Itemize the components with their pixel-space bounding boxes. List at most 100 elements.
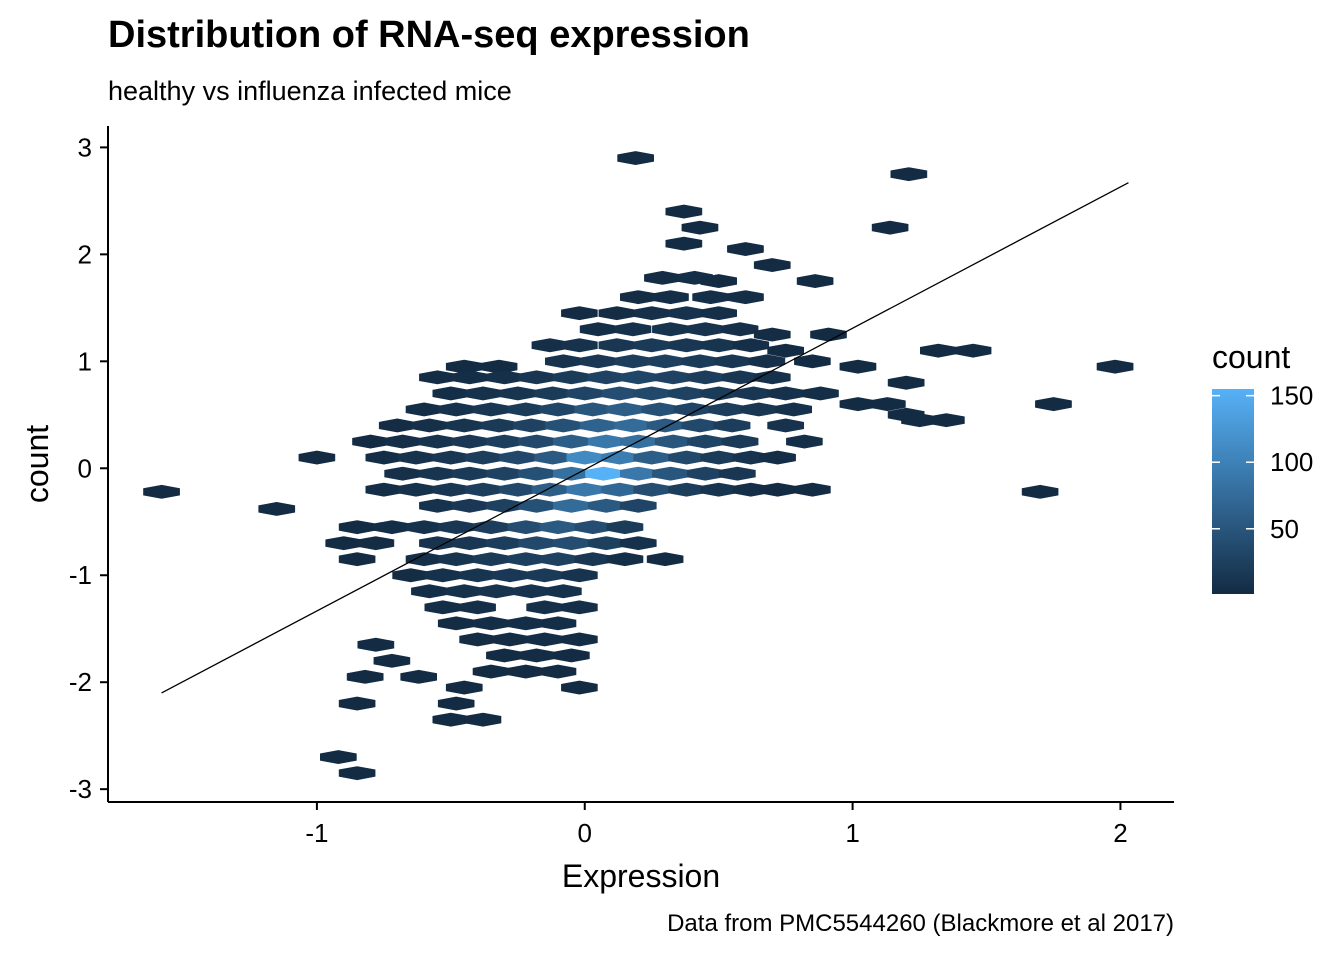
hex-bin xyxy=(606,520,644,535)
hex-bin xyxy=(753,327,791,342)
hex-bin xyxy=(700,306,738,321)
hex-bin xyxy=(601,386,638,401)
hex-bin xyxy=(491,568,529,583)
hex-bin xyxy=(352,434,389,449)
hex-bin xyxy=(727,290,764,305)
x-tick-label: 2 xyxy=(1113,818,1127,848)
hex-bin xyxy=(486,536,523,551)
hex-bin xyxy=(437,552,475,567)
y-axis-label: count xyxy=(19,425,55,503)
hex-bin xyxy=(552,648,590,663)
hex-bin xyxy=(700,482,738,497)
hex-bin xyxy=(767,386,805,401)
hex-bin xyxy=(512,584,550,599)
x-tick-label: -1 xyxy=(305,818,328,848)
hex-bin xyxy=(480,359,518,374)
y-tick-label: -2 xyxy=(69,667,92,697)
hex-bin xyxy=(338,520,376,535)
hex-bin xyxy=(574,402,612,417)
hex-bin xyxy=(437,696,475,711)
hex-bin xyxy=(686,370,724,385)
hex-bin xyxy=(617,151,655,166)
hex-bin xyxy=(641,402,679,417)
hex-bin xyxy=(424,600,462,615)
hex-bin xyxy=(614,418,652,433)
hex-bin xyxy=(451,536,488,551)
axes: -1 0 1 2 -3 -2 -1 0 1 2 3 xyxy=(69,126,1174,848)
hex-bin xyxy=(411,418,448,433)
hex-bin xyxy=(384,466,421,481)
hex-bin xyxy=(614,322,652,337)
hex-bin xyxy=(451,370,488,385)
hex-bin xyxy=(526,632,563,647)
hex-bin xyxy=(552,498,590,513)
hex-bin xyxy=(794,354,831,369)
hex-bin xyxy=(721,322,759,337)
hex-bin xyxy=(759,482,796,497)
hex-bin xyxy=(143,484,180,499)
hex-bin xyxy=(319,750,357,765)
hex-bin xyxy=(619,370,657,385)
hex-bin xyxy=(767,343,805,358)
hex-bin xyxy=(732,338,770,353)
hex-bin xyxy=(477,584,515,599)
hex-bin xyxy=(587,536,625,551)
hex-bin xyxy=(713,354,751,369)
hex-bin xyxy=(1035,397,1072,412)
hex-bin xyxy=(686,322,724,337)
hex-bin xyxy=(552,466,590,481)
hex-bin xyxy=(365,450,403,465)
hex-bin xyxy=(606,552,644,567)
hex-layer xyxy=(143,151,1134,781)
legend: count 50 100 150 xyxy=(1212,339,1313,594)
hex-bin xyxy=(298,450,336,465)
hex-bin xyxy=(518,370,555,385)
hex-bin xyxy=(668,306,705,321)
hex-bin xyxy=(759,450,796,465)
hex-bin xyxy=(633,450,671,465)
hex-bin xyxy=(419,370,456,385)
hex-bin xyxy=(614,354,652,369)
hex-bin xyxy=(869,397,906,412)
hex-bin xyxy=(561,632,598,647)
hex-bin xyxy=(464,482,502,497)
hex-bin xyxy=(646,552,684,567)
hex-bin xyxy=(432,450,470,465)
hex-bin xyxy=(839,359,877,374)
y-tick-label: 0 xyxy=(78,453,92,483)
hex-bin xyxy=(700,274,738,289)
hex-bin xyxy=(713,418,751,433)
hex-bin xyxy=(518,434,555,449)
hex-bin xyxy=(472,402,510,417)
hex-bin xyxy=(646,354,684,369)
hex-bin xyxy=(796,274,834,289)
legend-title: count xyxy=(1212,339,1290,375)
hex-bin xyxy=(652,322,689,337)
hex-bin xyxy=(526,568,563,583)
hex-bin xyxy=(432,386,470,401)
y-tick-label: -3 xyxy=(69,774,92,804)
hex-bin xyxy=(802,386,839,401)
hex-bin xyxy=(499,482,537,497)
hex-bin xyxy=(544,354,582,369)
chart-caption: Data from PMC5544260 (Blackmore et al 20… xyxy=(667,910,1174,937)
hex-bin xyxy=(673,402,711,417)
hex-bin xyxy=(486,434,523,449)
hex-bin xyxy=(566,386,604,401)
hex-bin xyxy=(499,450,537,465)
hex-bin xyxy=(518,466,555,481)
hex-bin xyxy=(561,306,598,321)
hex-bin xyxy=(544,418,582,433)
hex-bin xyxy=(552,536,590,551)
hex-bin xyxy=(357,536,395,551)
hex-bin xyxy=(464,450,502,465)
hex-bin xyxy=(472,664,510,679)
hex-bin xyxy=(692,290,730,305)
hex-bin xyxy=(700,338,738,353)
hex-bin xyxy=(786,434,823,449)
hex-bin xyxy=(378,418,416,433)
hex-bin xyxy=(518,648,555,663)
hex-bin xyxy=(633,338,671,353)
hex-bin xyxy=(735,386,772,401)
hex-bin xyxy=(719,466,756,481)
